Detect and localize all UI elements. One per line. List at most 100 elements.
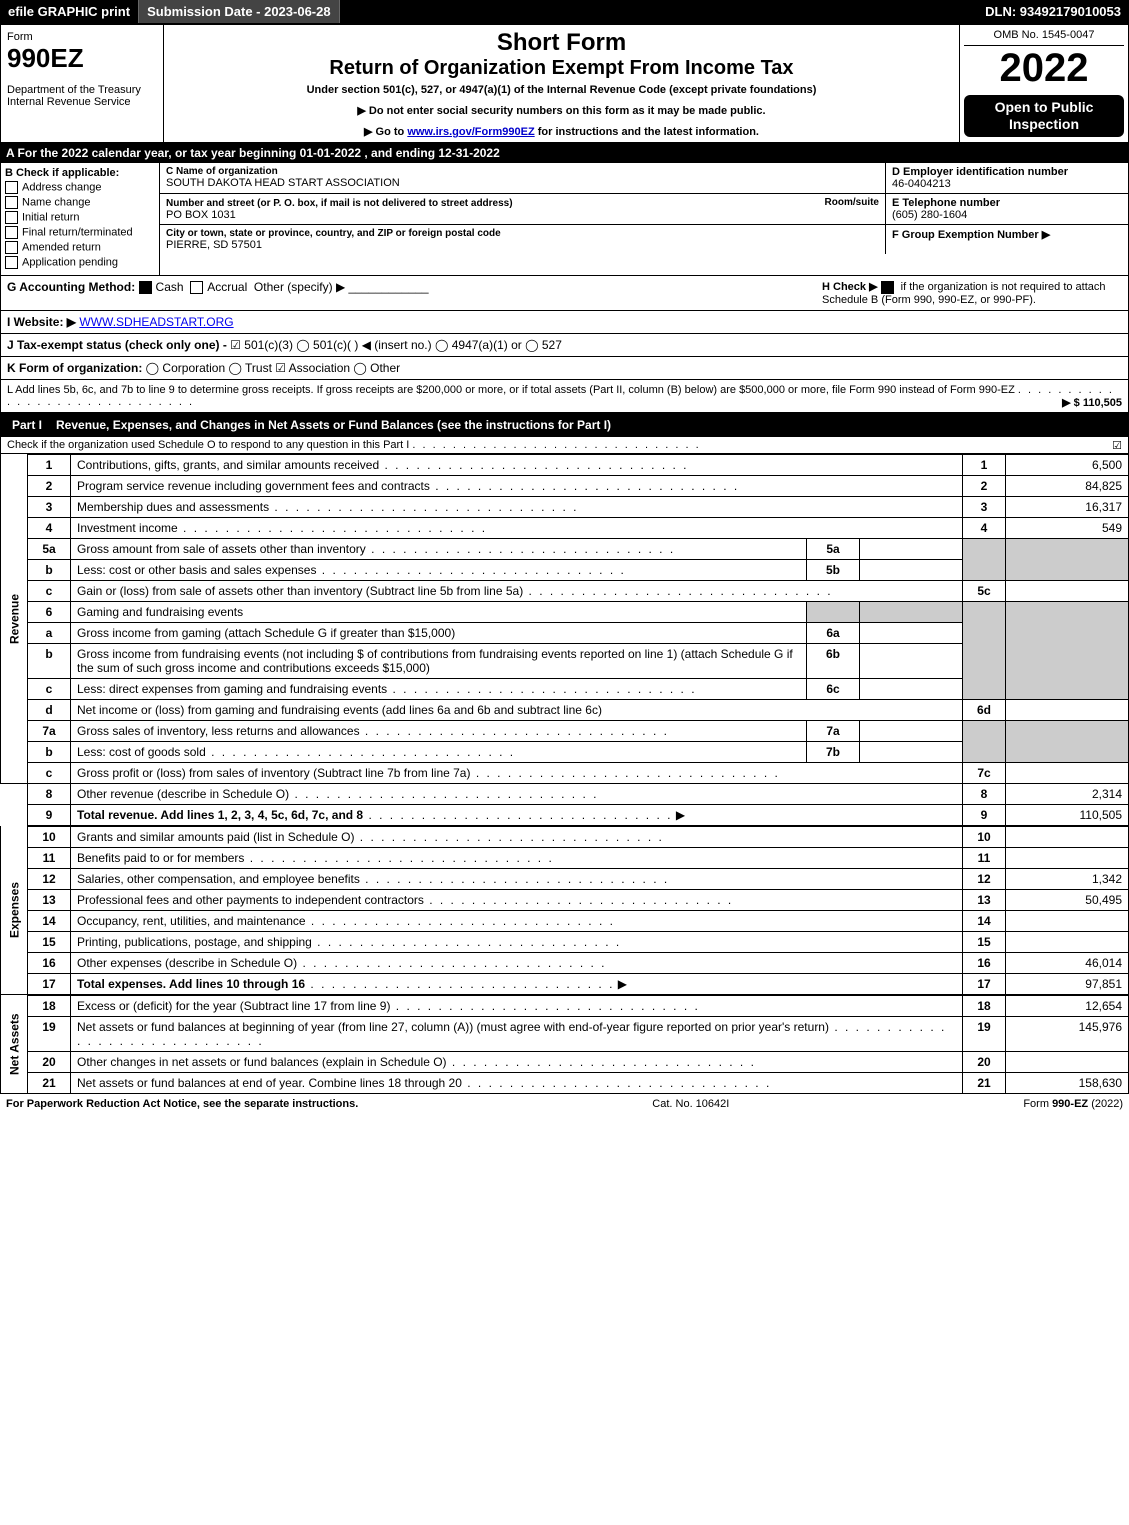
j-label: J Tax-exempt status (check only one) -	[7, 338, 230, 352]
k-options: ◯ Corporation ◯ Trust ☑ Association ◯ Ot…	[146, 361, 400, 375]
l18-ln: 18	[963, 995, 1006, 1016]
irs-link[interactable]: www.irs.gov/Form990EZ	[407, 126, 534, 138]
c-name-label: C Name of organization	[166, 166, 879, 177]
l16-ln: 16	[963, 952, 1006, 973]
top-bar: efile GRAPHIC print Submission Date - 20…	[0, 0, 1129, 24]
h-label: H Check ▶	[822, 281, 878, 293]
l5ab-shade	[963, 538, 1006, 580]
b-title: B Check if applicable:	[5, 167, 155, 179]
l6c-sub: 6c	[807, 678, 860, 699]
l6a-sub: 6a	[807, 622, 860, 643]
cell-c-name: C Name of organization SOUTH DAKOTA HEAD…	[160, 163, 885, 193]
l15-val	[1006, 931, 1129, 952]
org-name: SOUTH DAKOTA HEAD START ASSOCIATION	[166, 177, 879, 189]
l5c-num: c	[28, 580, 71, 601]
l6-shade2	[860, 601, 963, 622]
l7-shade	[963, 720, 1006, 762]
footer-left: For Paperwork Reduction Act Notice, see …	[6, 1098, 358, 1110]
subtitle: Under section 501(c), 527, or 4947(a)(1)…	[172, 84, 951, 96]
l2-val: 84,825	[1006, 475, 1129, 496]
l5c-val	[1006, 580, 1129, 601]
cell-d-ein: D Employer identification number 46-0404…	[885, 163, 1128, 193]
l5a-sub: 5a	[807, 538, 860, 559]
part1-sub-check: ☑	[1112, 439, 1122, 452]
l17-desc: Total expenses. Add lines 10 through 16 …	[71, 973, 963, 994]
l-text: L Add lines 5b, 6c, and 7b to line 9 to …	[7, 384, 1015, 396]
l5b-num: b	[28, 559, 71, 580]
website-link[interactable]: WWW.SDHEADSTART.ORG	[79, 315, 233, 329]
l5b-sub: 5b	[807, 559, 860, 580]
chk-application-pending[interactable]: Application pending	[5, 256, 155, 269]
l6b-num: b	[28, 643, 71, 678]
l13-val: 50,495	[1006, 889, 1129, 910]
row-g-h: G Accounting Method: Cash Accrual Other …	[0, 276, 1129, 311]
l6d-ln: 6d	[963, 699, 1006, 720]
chk-final-return[interactable]: Final return/terminated	[5, 226, 155, 239]
footer-mid: Cat. No. 10642I	[652, 1098, 729, 1110]
chk-address-change[interactable]: Address change	[5, 181, 155, 194]
col-cdef: C Name of organization SOUTH DAKOTA HEAD…	[160, 163, 1128, 275]
l16-num: 16	[28, 952, 71, 973]
l7a-desc: Gross sales of inventory, less returns a…	[71, 720, 807, 741]
l5b-sv	[860, 559, 963, 580]
l19-val: 145,976	[1006, 1016, 1129, 1051]
l6b-sub: 6b	[807, 643, 860, 678]
chk-accrual[interactable]	[190, 281, 203, 294]
e-label: E Telephone number	[892, 197, 1122, 209]
part1-title: Revenue, Expenses, and Changes in Net As…	[56, 418, 611, 432]
l9-num: 9	[28, 804, 71, 825]
l4-ln: 4	[963, 517, 1006, 538]
cash-label: Cash	[156, 280, 184, 294]
row-l-grossreceipts: L Add lines 5b, 6c, and 7b to line 9 to …	[0, 380, 1129, 413]
l20-desc: Other changes in net assets or fund bala…	[71, 1051, 963, 1072]
chk-name-change[interactable]: Name change	[5, 196, 155, 209]
row-i-website: I Website: ▶ WWW.SDHEADSTART.ORG	[0, 311, 1129, 334]
l8-val: 2,314	[1006, 783, 1129, 804]
cell-c-address: Number and street (or P. O. box, if mail…	[160, 194, 885, 224]
l3-ln: 3	[963, 496, 1006, 517]
col-b-checkboxes: B Check if applicable: Address change Na…	[1, 163, 160, 275]
l21-desc: Net assets or fund balances at end of ye…	[71, 1072, 963, 1093]
l6c-sv	[860, 678, 963, 699]
chk-h[interactable]	[881, 281, 894, 294]
l5c-desc: Gain or (loss) from sale of assets other…	[71, 580, 963, 601]
other-label: Other (specify) ▶	[254, 280, 345, 294]
warning-ssn: ▶ Do not enter social security numbers o…	[172, 104, 951, 117]
form-number: 990EZ	[7, 43, 157, 74]
i-label: I Website: ▶	[7, 315, 76, 329]
l21-ln: 21	[963, 1072, 1006, 1093]
dln-label: DLN: 93492179010053	[977, 0, 1129, 23]
l1-val: 6,500	[1006, 454, 1129, 475]
h-check: H Check ▶ if the organization is not req…	[822, 280, 1122, 306]
chk-cash[interactable]	[139, 281, 152, 294]
l12-num: 12	[28, 868, 71, 889]
l10-num: 10	[28, 826, 71, 847]
open-inspection-badge: Open to Public Inspection	[964, 95, 1124, 137]
omb-number: OMB No. 1545-0047	[964, 29, 1124, 46]
cell-f-group: F Group Exemption Number ▶	[885, 225, 1128, 254]
l6b-desc: Gross income from fundraising events (no…	[71, 643, 807, 678]
l21-val: 158,630	[1006, 1072, 1129, 1093]
l11-num: 11	[28, 847, 71, 868]
chk-initial-return[interactable]: Initial return	[5, 211, 155, 224]
l14-val	[1006, 910, 1129, 931]
efile-label[interactable]: efile GRAPHIC print	[0, 0, 139, 23]
f-label: F Group Exemption Number ▶	[892, 228, 1122, 241]
l2-num: 2	[28, 475, 71, 496]
form-word: Form	[7, 31, 157, 43]
l10-ln: 10	[963, 826, 1006, 847]
k-label: K Form of organization:	[7, 361, 142, 375]
l5ab-shadeval	[1006, 538, 1129, 580]
l13-desc: Professional fees and other payments to …	[71, 889, 963, 910]
header-mid: Short Form Return of Organization Exempt…	[164, 25, 960, 142]
netassets-sidelabel: Net Assets	[1, 995, 28, 1093]
l19-num: 19	[28, 1016, 71, 1051]
l13-ln: 13	[963, 889, 1006, 910]
dept-treasury: Department of the Treasury	[7, 84, 157, 96]
l14-desc: Occupancy, rent, utilities, and maintena…	[71, 910, 963, 931]
l18-num: 18	[28, 995, 71, 1016]
l3-desc: Membership dues and assessments	[71, 496, 963, 517]
l16-desc: Other expenses (describe in Schedule O)	[71, 952, 963, 973]
phone-value: (605) 280-1604	[892, 209, 1122, 221]
chk-amended-return[interactable]: Amended return	[5, 241, 155, 254]
